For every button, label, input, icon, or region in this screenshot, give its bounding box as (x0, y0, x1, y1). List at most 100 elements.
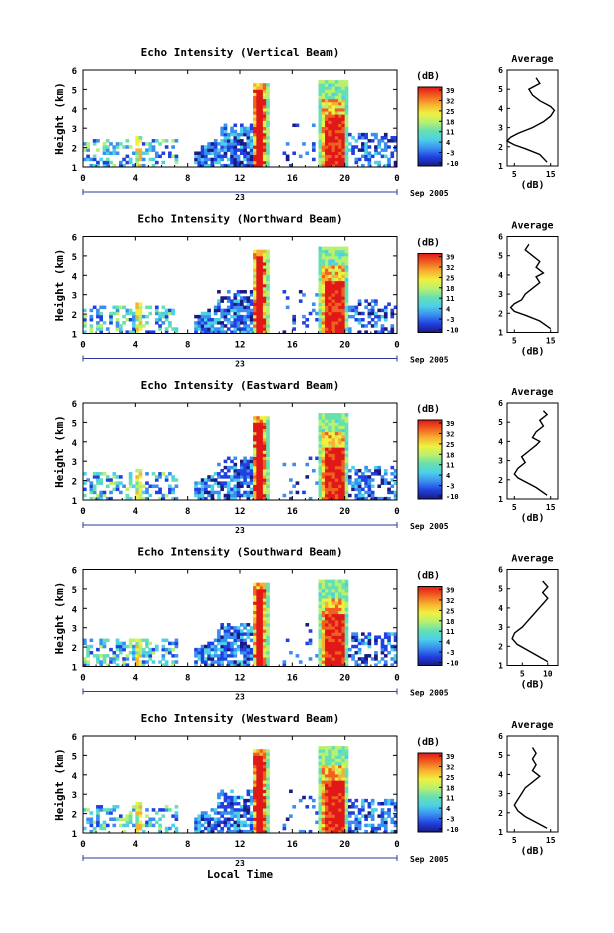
heatmap-cell (338, 425, 342, 429)
heatmap-cell (256, 780, 261, 784)
heatmap-cell (331, 259, 336, 263)
heatmap-cell (344, 317, 349, 322)
heatmap-cell (233, 663, 238, 667)
heatmap-cell (377, 314, 382, 319)
heatmap-cell (223, 123, 228, 128)
heatmap-cell (321, 475, 326, 479)
average-y-tick-label: 3 (498, 457, 503, 466)
heatmap-cell (328, 283, 332, 288)
panel-title: Echo Intensity (Southward Beam) (137, 546, 342, 559)
heatmap-cell (344, 444, 349, 448)
y-tick-label: 2 (72, 478, 77, 488)
heatmap-cell (328, 478, 332, 482)
heatmap-cell (325, 795, 329, 800)
heatmap-cell (213, 811, 218, 815)
heatmap-cell (233, 641, 238, 646)
heatmap-cell (197, 163, 202, 168)
heatmap-cell (115, 481, 120, 485)
heatmap-cell (246, 805, 251, 809)
heatmap-cell (204, 154, 208, 159)
heatmap-cell (259, 95, 264, 100)
heatmap-cell (128, 308, 133, 313)
heatmap-cell (383, 647, 388, 652)
average-y-tick-label: 5 (498, 418, 503, 427)
heatmap-cell (341, 327, 346, 331)
heatmap-cell (230, 632, 234, 636)
heatmap-cell (266, 157, 270, 162)
heatmap-cell (364, 330, 368, 334)
heatmap-cell (383, 820, 388, 825)
heatmap-cell (341, 475, 346, 479)
heatmap-cell (161, 321, 166, 325)
heatmap-cell (318, 770, 323, 775)
heatmap-cell (321, 767, 326, 772)
heatmap-cell (377, 660, 382, 664)
heatmap-cell (334, 829, 339, 834)
heatmap-cell (259, 283, 264, 288)
heatmap-cell (223, 811, 228, 815)
heatmap-cell (253, 83, 257, 87)
heatmap-cell (259, 820, 264, 825)
heatmap-cell (328, 585, 332, 590)
heatmap-cell (256, 823, 261, 828)
heatmap-cell (266, 826, 270, 831)
heatmap-cell (341, 114, 346, 118)
heatmap-cell (334, 808, 339, 812)
heatmap-cell (256, 801, 261, 806)
heatmap-cell (223, 135, 228, 140)
heatmap-cell (266, 626, 270, 630)
heatmap-cell (217, 154, 221, 159)
heatmap-cell (334, 795, 339, 800)
heatmap-cell (338, 660, 342, 664)
heatmap-cell (148, 145, 153, 149)
heatmap-cell (141, 314, 146, 319)
y-tick-label: 3 (72, 458, 77, 468)
heatmap-cell (230, 626, 234, 630)
heatmap-cell (223, 626, 228, 630)
heatmap-cell (321, 632, 326, 636)
heatmap-cell (334, 441, 339, 445)
heatmap-cell (321, 579, 326, 584)
heatmap-cell (325, 752, 329, 756)
heatmap-cell (240, 641, 244, 646)
heatmap-cell (253, 623, 257, 627)
heatmap-cell (367, 481, 372, 485)
heatmap-cell (135, 317, 139, 322)
heatmap-cell (207, 823, 211, 828)
heatmap-cell (256, 142, 261, 146)
heatmap-cell (318, 823, 323, 828)
heatmap-cell (321, 641, 326, 646)
heatmap-cell (325, 789, 329, 794)
heatmap-cell (262, 749, 267, 753)
heatmap-cell (259, 163, 264, 168)
heatmap-cell (89, 330, 94, 334)
heatmap-cell (370, 317, 375, 322)
heatmap-cell (262, 613, 267, 618)
heatmap-cell (374, 826, 378, 831)
heatmap-cell (334, 92, 339, 96)
heatmap-cell (259, 277, 264, 282)
heatmap-cell (135, 305, 139, 310)
heatmap-cell (256, 286, 261, 291)
heatmap-cell (141, 829, 146, 834)
heatmap-cell (341, 262, 346, 266)
heatmap-cell (99, 311, 104, 316)
heatmap-cell (318, 111, 323, 115)
heatmap-cell (109, 321, 113, 325)
heatmap-cell (341, 132, 346, 137)
heatmap-cell (217, 792, 221, 797)
heatmap-cell (334, 761, 339, 766)
heatmap-cell (341, 610, 346, 615)
heatmap-cell (331, 638, 336, 643)
panel-title: Echo Intensity (Westward Beam) (141, 712, 340, 725)
heatmap-cell (210, 157, 215, 162)
heatmap-cell (194, 321, 198, 325)
heatmap-cell (328, 829, 332, 834)
heatmap-cell (338, 588, 342, 593)
heatmap-cell (197, 650, 202, 655)
heatmap-cell (249, 456, 254, 461)
heatmap-cell (99, 157, 104, 162)
heatmap-cell (253, 441, 257, 445)
heatmap-cell (374, 321, 378, 325)
heatmap-cell (334, 801, 339, 806)
